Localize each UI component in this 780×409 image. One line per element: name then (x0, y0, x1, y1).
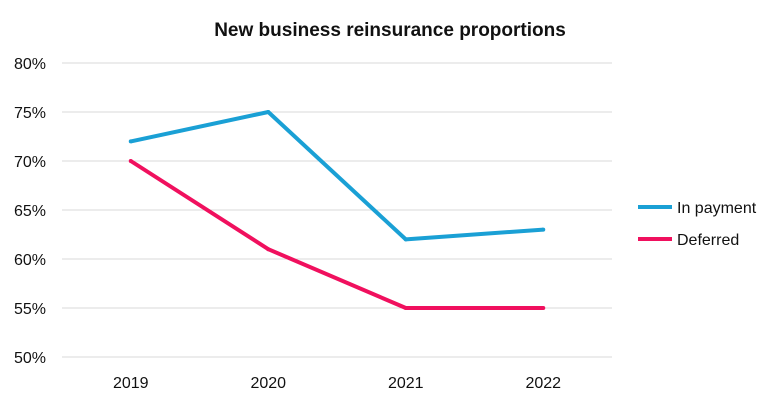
gridlines (62, 62, 612, 358)
y-tick-label: 70% (14, 154, 46, 171)
data-point (266, 247, 271, 252)
series-lines (128, 110, 546, 310)
data-point (403, 306, 408, 310)
x-axis-tick-labels: 2019 2020 2021 2022 (113, 375, 561, 392)
x-tick-label: 2021 (388, 375, 424, 392)
y-tick-label: 60% (14, 252, 46, 269)
y-tick-label: 80% (14, 56, 46, 73)
legend-label: Deferred (677, 232, 739, 249)
data-point (403, 237, 408, 242)
legend: In payment Deferred (638, 200, 757, 249)
y-tick-label: 50% (14, 350, 46, 367)
x-tick-label: 2022 (525, 375, 561, 392)
legend-label: In payment (677, 200, 757, 217)
y-tick-label: 75% (14, 105, 46, 122)
x-tick-label: 2019 (113, 375, 149, 392)
data-point (128, 139, 133, 144)
data-point (541, 306, 546, 310)
y-axis-tick-labels: 50% 55% 60% 65% 70% 75% 80% (14, 56, 46, 367)
data-point (266, 110, 271, 114)
data-point (128, 159, 133, 163)
series-line-deferred (129, 159, 544, 310)
y-tick-label: 55% (14, 301, 46, 318)
series-line-in-payment (130, 110, 544, 242)
chart-title: New business reinsurance proportions (214, 20, 566, 41)
data-point (541, 227, 546, 232)
y-tick-label: 65% (14, 203, 46, 220)
x-tick-label: 2020 (250, 375, 286, 392)
